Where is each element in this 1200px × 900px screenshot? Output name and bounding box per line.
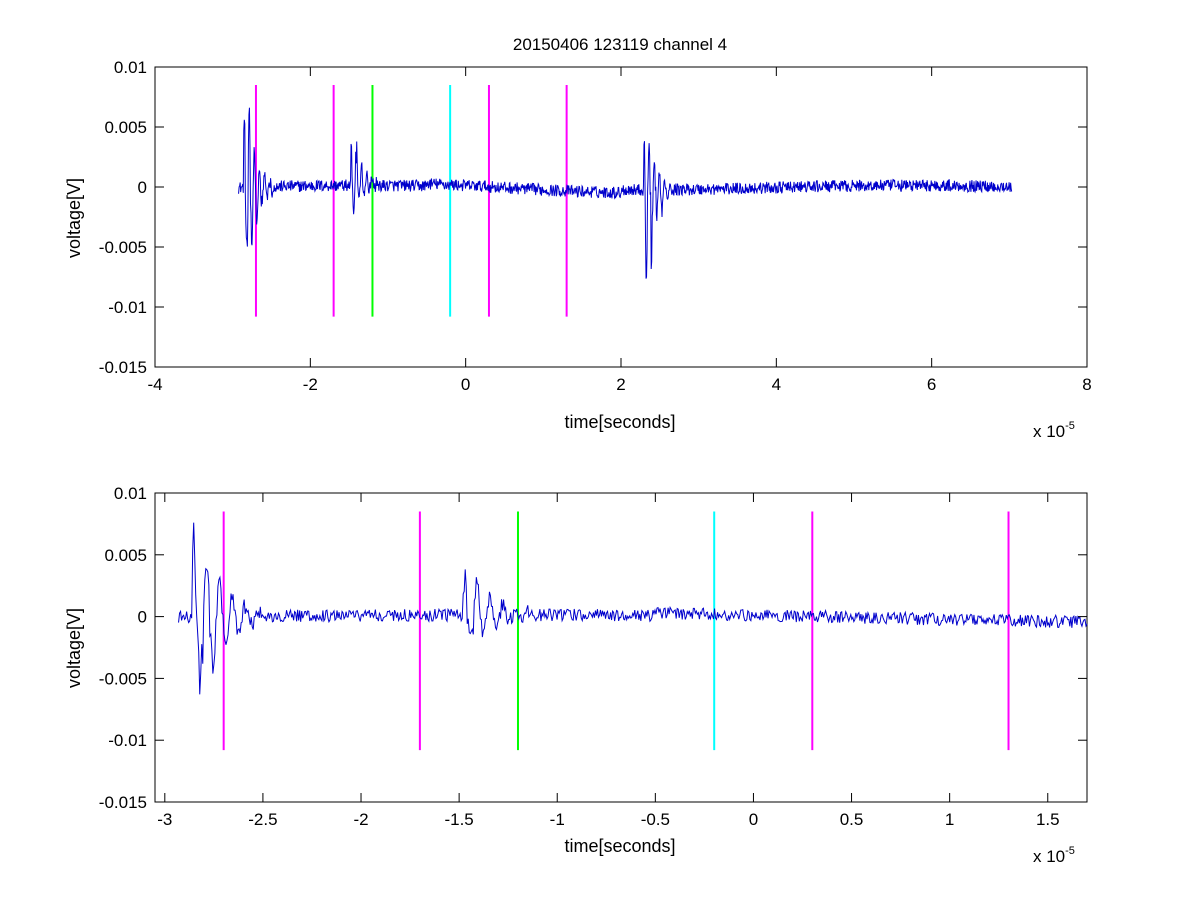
x-tick-label: -4 xyxy=(147,375,162,394)
y-axis-label: voltage[V] xyxy=(64,608,84,688)
y-axis-ticks: 0.01 0.005 0 -0.005 -0.01 -0.015 xyxy=(99,58,1087,377)
x-tick-label: 1.5 xyxy=(1036,810,1060,829)
x-multiplier-exponent: -5 xyxy=(1065,420,1075,432)
x-multiplier-label: x 10-5 xyxy=(1033,845,1075,866)
x-tick-label: -2 xyxy=(303,375,318,394)
y-tick-label: -0.01 xyxy=(108,298,147,317)
x-tick-label: -3 xyxy=(157,810,172,829)
y-axis-label: voltage[V] xyxy=(64,178,84,258)
y-tick-label: 0 xyxy=(138,178,147,197)
y-tick-label: 0.005 xyxy=(104,118,147,137)
x-tick-label: -2 xyxy=(353,810,368,829)
x-tick-label: -1 xyxy=(550,810,565,829)
y-tick-label: -0.005 xyxy=(99,669,147,688)
y-tick-label: 0.01 xyxy=(114,58,147,77)
y-tick-label: -0.015 xyxy=(99,358,147,377)
plot-frame xyxy=(154,66,1088,368)
x-multiplier-label: x 10-5 xyxy=(1033,420,1075,441)
x-tick-label: 8 xyxy=(1082,375,1091,394)
y-tick-label: 0 xyxy=(138,608,147,627)
x-multiplier-prefix: x 10 xyxy=(1033,847,1065,866)
y-tick-label: -0.015 xyxy=(99,793,147,812)
x-tick-label: -0.5 xyxy=(641,810,670,829)
marker-lines xyxy=(222,511,1010,751)
marker-lines xyxy=(254,85,568,317)
x-tick-label: 0 xyxy=(749,810,758,829)
y-axis-ticks: 0.01 0.005 0 -0.005 -0.01 -0.015 xyxy=(99,484,1087,812)
chart-title: 20150406 123119 channel 4 xyxy=(513,35,727,54)
plot-frame xyxy=(154,492,1088,803)
x-axis-ticks: -3 -2.5 -2 -1.5 -1 -0.5 0 0.5 1 1.5 xyxy=(157,493,1060,829)
x-axis-ticks: -4 -2 0 2 4 6 8 xyxy=(147,67,1092,394)
x-multiplier-exponent: -5 xyxy=(1065,845,1075,857)
x-tick-label: 6 xyxy=(927,375,936,394)
y-tick-label: -0.01 xyxy=(108,731,147,750)
y-tick-label: 0.005 xyxy=(104,546,147,565)
signal-trace xyxy=(178,522,1088,695)
top-subplot: 20150406 123119 channel 4 -4 -2 0 2 4 6 8 0.01… xyxy=(64,35,1092,441)
x-tick-label: -2.5 xyxy=(248,810,277,829)
y-tick-label: 0.01 xyxy=(114,484,147,503)
x-tick-label: 2 xyxy=(616,375,625,394)
x-axis-label: time[seconds] xyxy=(564,836,675,856)
signal-trace xyxy=(238,107,1013,279)
y-tick-label: -0.005 xyxy=(99,238,147,257)
x-tick-label: 0 xyxy=(461,375,470,394)
voltage-trace xyxy=(178,522,1088,695)
x-tick-label: -1.5 xyxy=(444,810,473,829)
x-tick-label: 4 xyxy=(772,375,781,394)
x-multiplier-prefix: x 10 xyxy=(1033,422,1065,441)
x-tick-label: 1 xyxy=(945,810,954,829)
x-axis-label: time[seconds] xyxy=(564,412,675,432)
voltage-trace xyxy=(238,107,1013,279)
bottom-subplot: -3 -2.5 -2 -1.5 -1 -0.5 0 0.5 1 1.5 0.01 0.005 0 -0.… xyxy=(64,484,1088,866)
x-tick-label: 0.5 xyxy=(840,810,864,829)
